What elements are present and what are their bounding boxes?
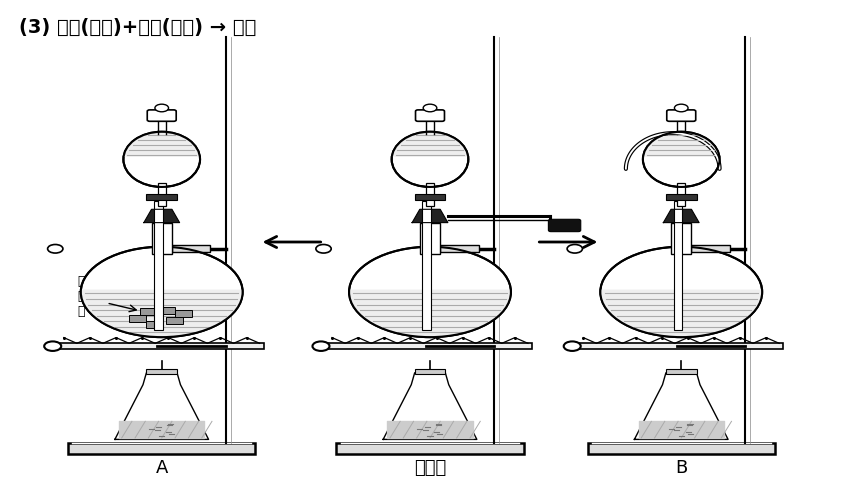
- FancyBboxPatch shape: [415, 110, 445, 121]
- Polygon shape: [115, 373, 209, 439]
- FancyBboxPatch shape: [166, 317, 183, 324]
- Circle shape: [316, 244, 331, 253]
- FancyBboxPatch shape: [587, 443, 775, 454]
- Text: A: A: [156, 459, 168, 477]
- FancyBboxPatch shape: [671, 223, 691, 254]
- FancyBboxPatch shape: [140, 308, 157, 315]
- Circle shape: [563, 341, 581, 351]
- Ellipse shape: [391, 132, 469, 187]
- Text: 发散源: 发散源: [414, 459, 446, 477]
- FancyBboxPatch shape: [420, 223, 440, 254]
- Ellipse shape: [643, 132, 720, 187]
- FancyBboxPatch shape: [158, 183, 166, 207]
- FancyBboxPatch shape: [440, 245, 478, 252]
- Polygon shape: [643, 132, 720, 157]
- FancyBboxPatch shape: [172, 245, 210, 252]
- Ellipse shape: [123, 132, 200, 187]
- FancyBboxPatch shape: [146, 369, 177, 374]
- FancyBboxPatch shape: [59, 343, 264, 349]
- FancyBboxPatch shape: [666, 194, 697, 200]
- Text: 碎
瓷
片: 碎 瓷 片: [77, 275, 84, 318]
- Circle shape: [600, 247, 762, 337]
- FancyBboxPatch shape: [666, 110, 696, 121]
- FancyBboxPatch shape: [336, 443, 524, 454]
- FancyBboxPatch shape: [673, 201, 682, 330]
- FancyBboxPatch shape: [415, 194, 445, 200]
- FancyBboxPatch shape: [157, 307, 175, 314]
- FancyBboxPatch shape: [678, 183, 685, 207]
- Polygon shape: [412, 209, 448, 223]
- Text: (3) 固体(液体)+液体(加热) → 气体: (3) 固体(液体)+液体(加热) → 气体: [20, 18, 257, 37]
- FancyBboxPatch shape: [328, 343, 532, 349]
- FancyBboxPatch shape: [691, 245, 730, 252]
- FancyBboxPatch shape: [415, 369, 445, 374]
- Circle shape: [44, 341, 61, 351]
- FancyBboxPatch shape: [427, 183, 433, 207]
- FancyBboxPatch shape: [68, 443, 255, 454]
- FancyBboxPatch shape: [666, 369, 697, 374]
- Circle shape: [312, 341, 329, 351]
- Polygon shape: [600, 289, 762, 337]
- Polygon shape: [663, 209, 699, 223]
- Polygon shape: [123, 132, 200, 157]
- Polygon shape: [144, 209, 180, 223]
- Circle shape: [567, 244, 582, 253]
- Circle shape: [423, 104, 437, 112]
- Circle shape: [81, 247, 243, 337]
- Polygon shape: [384, 373, 476, 439]
- FancyBboxPatch shape: [129, 315, 146, 322]
- FancyBboxPatch shape: [154, 201, 163, 330]
- FancyBboxPatch shape: [146, 321, 163, 328]
- Text: B: B: [675, 459, 687, 477]
- FancyBboxPatch shape: [146, 194, 177, 200]
- Polygon shape: [635, 373, 728, 439]
- Circle shape: [349, 247, 511, 337]
- FancyBboxPatch shape: [147, 110, 176, 121]
- Polygon shape: [391, 132, 469, 157]
- Circle shape: [47, 244, 63, 253]
- Circle shape: [155, 104, 169, 112]
- FancyBboxPatch shape: [549, 219, 581, 232]
- FancyBboxPatch shape: [151, 223, 172, 254]
- FancyBboxPatch shape: [422, 201, 431, 330]
- Polygon shape: [81, 289, 243, 337]
- Polygon shape: [349, 289, 511, 337]
- FancyBboxPatch shape: [175, 310, 192, 317]
- Circle shape: [674, 104, 688, 112]
- FancyBboxPatch shape: [579, 343, 783, 349]
